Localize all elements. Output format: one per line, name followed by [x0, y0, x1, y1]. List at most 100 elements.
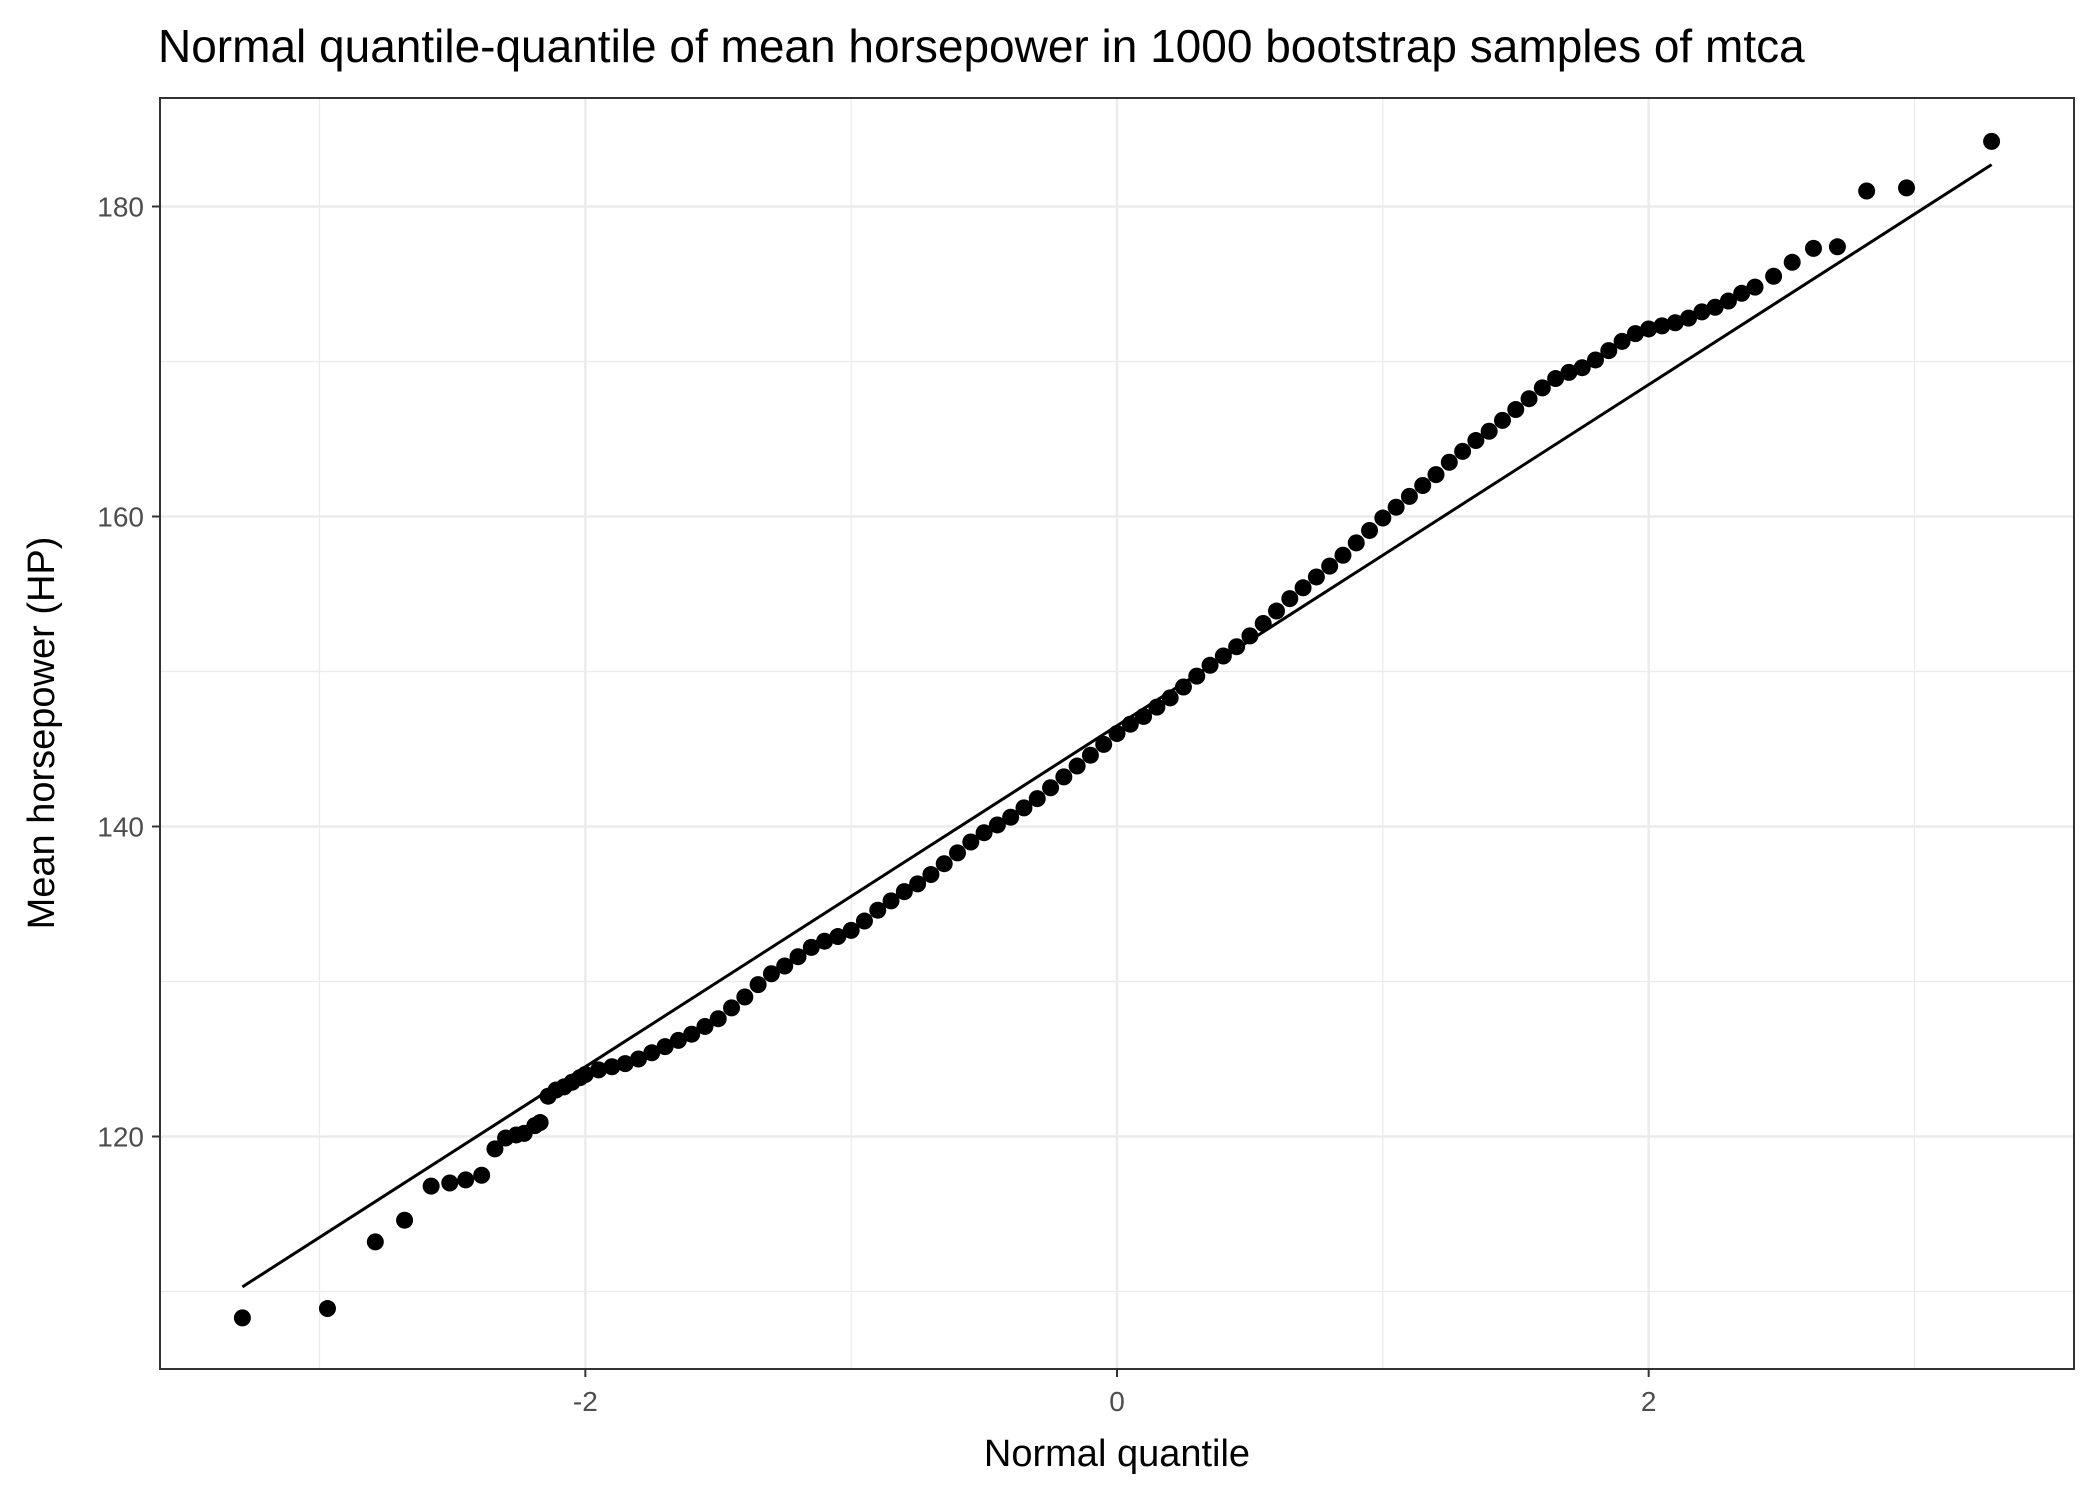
data-point [590, 1061, 608, 1079]
data-point [988, 816, 1006, 834]
data-point [1414, 477, 1432, 494]
data-point [1587, 351, 1604, 369]
data-point [457, 1171, 475, 1189]
data-point [1081, 746, 1099, 764]
data-point [855, 912, 873, 930]
data-point [1387, 498, 1405, 516]
data-point [909, 875, 927, 893]
data-point [1765, 267, 1783, 285]
data-point [922, 866, 940, 884]
data-point [696, 1017, 714, 1035]
data-point [616, 1055, 634, 1073]
chart-title: Normal quantile-quantile of mean horsepo… [158, 20, 1805, 72]
data-point [829, 928, 847, 946]
data-point [441, 1174, 459, 1192]
data-point [723, 999, 741, 1017]
data-point [1493, 411, 1511, 429]
data-point [1055, 768, 1073, 786]
data-point [1121, 715, 1139, 733]
data-point [1095, 735, 1113, 753]
data-point [1440, 453, 1458, 471]
data-point [1746, 278, 1764, 296]
data-points [233, 132, 2001, 1327]
data-point [1983, 132, 2001, 150]
data-point [1666, 314, 1684, 332]
data-point [669, 1031, 687, 1049]
data-point [318, 1300, 336, 1318]
data-point [1400, 487, 1418, 505]
data-point [1520, 390, 1538, 408]
data-point [486, 1140, 504, 1158]
data-point [1454, 442, 1472, 460]
data-point [1693, 303, 1711, 321]
data-point [776, 957, 794, 975]
data-point [736, 988, 754, 1006]
x-axis-ticks: -2 0 2 [573, 1369, 1657, 1417]
data-point [233, 1309, 251, 1327]
data-point [396, 1211, 414, 1229]
data-point [816, 932, 834, 950]
data-point [603, 1058, 621, 1076]
data-point [1804, 239, 1822, 257]
y-axis-ticks: 120 140 160 180 [97, 192, 160, 1153]
data-point [1719, 292, 1737, 310]
data-point [789, 948, 807, 966]
data-point [1653, 317, 1671, 335]
data-point [1135, 707, 1153, 725]
data-point [1254, 614, 1272, 632]
data-point [1042, 779, 1060, 797]
data-point [1706, 298, 1724, 316]
data-point [1268, 602, 1285, 620]
data-point [882, 892, 900, 910]
data-point [643, 1044, 661, 1062]
data-point [656, 1038, 674, 1056]
data-point [1533, 379, 1551, 397]
data-point [1148, 698, 1166, 716]
y-tick-label: 160 [97, 502, 144, 533]
data-point [962, 833, 980, 851]
y-tick-label: 180 [97, 192, 144, 223]
data-point [1068, 757, 1086, 775]
data-point [1626, 325, 1644, 343]
y-axis-title: Mean horsepower (HP) [21, 537, 63, 930]
data-point [1281, 590, 1299, 608]
data-point [576, 1066, 594, 1083]
data-point [1334, 546, 1352, 564]
data-point [749, 976, 767, 994]
data-point [1214, 647, 1232, 665]
data-point [1361, 521, 1379, 539]
data-point [1858, 182, 1876, 200]
data-point [1640, 320, 1658, 338]
data-point [1613, 332, 1631, 350]
data-point [1480, 422, 1498, 440]
y-tick-label: 120 [97, 1122, 144, 1153]
data-point [1307, 568, 1325, 586]
x-axis-title: Normal quantile [984, 1433, 1250, 1475]
data-point [473, 1166, 491, 1184]
data-point [1188, 667, 1206, 685]
x-tick-label: 0 [1109, 1386, 1125, 1417]
x-tick-label: -2 [573, 1386, 598, 1417]
data-point [1898, 179, 1916, 197]
data-point [1680, 309, 1698, 327]
data-point [975, 824, 993, 842]
data-point [1573, 359, 1591, 377]
data-point [802, 938, 820, 956]
data-point [1828, 238, 1846, 256]
data-point [1028, 790, 1046, 808]
x-tick-label: 2 [1641, 1386, 1657, 1417]
data-point [762, 965, 780, 983]
data-point [935, 855, 953, 873]
data-point [709, 1010, 727, 1028]
data-point [1174, 678, 1192, 696]
data-point [1294, 579, 1312, 597]
data-point [1241, 627, 1259, 645]
data-point [1108, 725, 1126, 742]
data-point [630, 1050, 647, 1068]
data-point [1547, 370, 1565, 388]
data-point [1321, 557, 1339, 575]
data-point [1161, 689, 1179, 707]
data-point [1600, 342, 1618, 360]
data-point [1002, 808, 1020, 826]
